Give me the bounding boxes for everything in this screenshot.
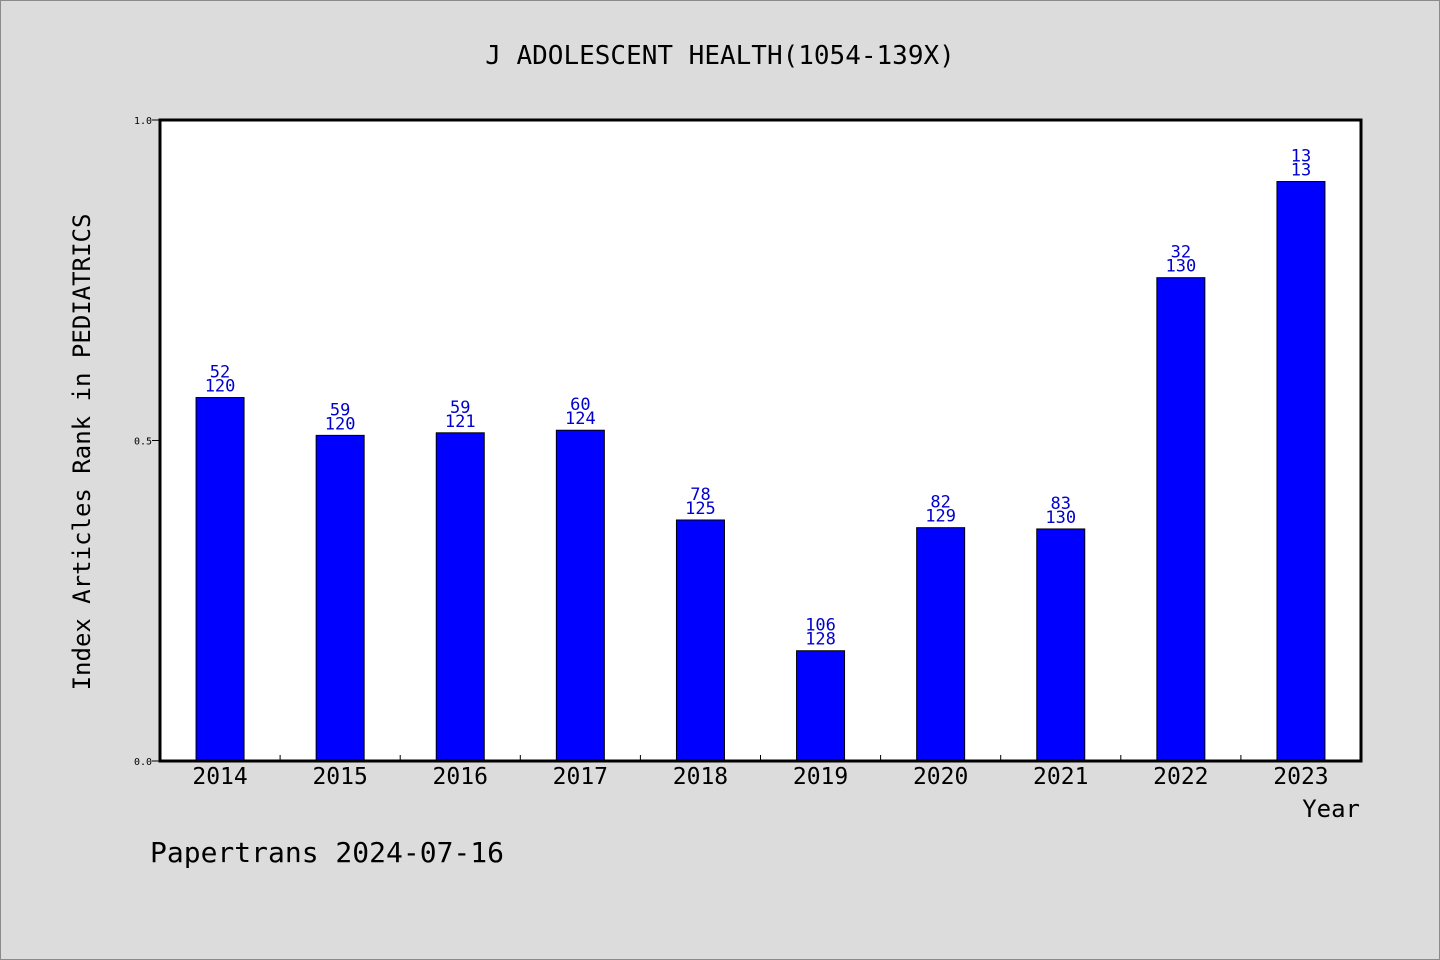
bar-rank-label: 78: [690, 485, 710, 505]
x-tick-label: 2021: [1033, 764, 1088, 790]
bar-rank-label: 83: [1051, 494, 1071, 514]
y-axis-ticks: 0.0 0.5 1.0: [134, 116, 160, 768]
bar: [555, 429, 605, 762]
bar-total-label: 124: [565, 409, 596, 429]
bar: [796, 650, 846, 762]
x-tick-label: 2017: [553, 764, 608, 790]
x-tick-label: 2015: [312, 764, 367, 790]
bar-total-label: 129: [925, 507, 956, 527]
chart-title: J ADOLESCENT HEALTH(1054-139X): [485, 41, 955, 71]
x-axis-ticks: 2014 2015 2016 2017 2018 2019 2020 2021 2022 2023: [192, 755, 1329, 790]
x-tick-label: 2019: [793, 764, 848, 790]
bar-total-label: 130: [1165, 257, 1196, 277]
bar-total-label: 120: [325, 414, 356, 434]
bars-group: [195, 181, 1326, 762]
bar-total-label: 128: [805, 630, 836, 650]
x-tick-label: 2023: [1273, 764, 1328, 790]
y-tick-label: 0.5: [134, 437, 152, 448]
x-axis-label: Year: [1302, 795, 1360, 823]
bar-total-label: 125: [685, 499, 716, 519]
bar: [675, 519, 725, 762]
bar-rank-label: 13: [1291, 147, 1311, 167]
bar-total-label: 120: [205, 377, 236, 397]
bar-rank-label: 106: [805, 616, 836, 636]
y-tick-label: 1.0: [134, 116, 152, 127]
bar: [1276, 181, 1326, 762]
bar: [315, 434, 365, 762]
bar-rank-label: 82: [930, 493, 950, 513]
bar: [195, 397, 245, 762]
bar-total-label: 13: [1291, 161, 1311, 181]
x-tick-label: 2018: [673, 764, 728, 790]
bar-rank-label: 59: [330, 400, 350, 420]
footer-text: Papertrans 2024-07-16: [150, 836, 504, 869]
bar: [435, 432, 485, 762]
x-tick-label: 2022: [1153, 764, 1208, 790]
y-axis-label: Index Articles Rank in PEDIATRICS: [68, 214, 96, 691]
bar-rank-label: 60: [570, 395, 590, 415]
y-tick-label: 0.0: [134, 757, 152, 768]
x-tick-label: 2016: [433, 764, 488, 790]
bar-rank-label: 59: [450, 398, 470, 418]
bar: [1036, 528, 1086, 762]
bar: [1156, 277, 1206, 762]
bar-total-label: 121: [445, 412, 476, 432]
bar-rank-label: 32: [1171, 243, 1191, 263]
data-labels-group: 5212059120591216012478125106128821298313…: [205, 147, 1312, 650]
bar-rank-label: 52: [210, 363, 230, 383]
x-tick-label: 2020: [913, 764, 968, 790]
bar: [916, 527, 966, 762]
x-tick-label: 2014: [192, 764, 247, 790]
bar-total-label: 130: [1045, 508, 1076, 528]
